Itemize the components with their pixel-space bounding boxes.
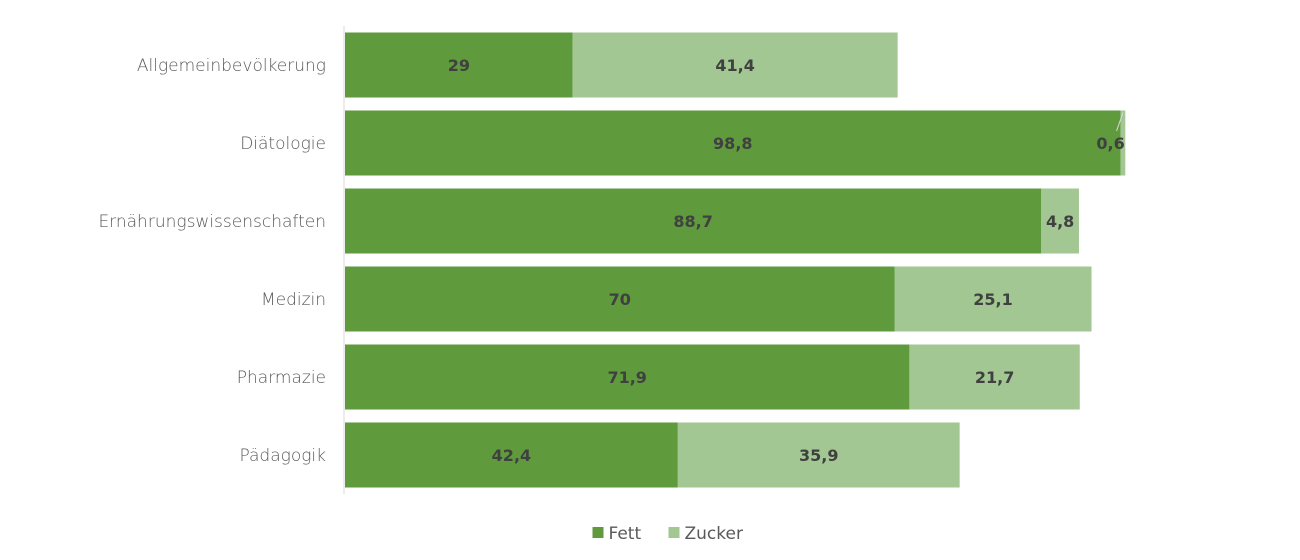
bar-fett <box>345 266 895 332</box>
data-label-zucker: 25,1 <box>973 290 1012 309</box>
bar-fett <box>345 110 1121 176</box>
bar-fett <box>345 344 910 410</box>
data-label-fett: 70 <box>609 290 631 309</box>
data-label-zucker: 4,8 <box>1046 212 1074 231</box>
data-label-fett: 98,8 <box>713 134 752 153</box>
data-label-fett: 29 <box>448 56 470 75</box>
bar-zucker <box>572 32 898 98</box>
category-label: Pädagogik <box>240 446 327 466</box>
legend-swatch-fett <box>592 527 604 538</box>
bar-fett <box>345 32 573 98</box>
data-label-fett: 71,9 <box>607 368 646 387</box>
bar-zucker <box>1041 188 1079 254</box>
category-label: Pharmazie <box>237 368 326 388</box>
labels-layer: Allgemeinbevölkerung 29 41,4 Diätologie 98,8… <box>98 56 1124 466</box>
bar-fett <box>345 422 678 488</box>
data-label-zucker: 35,9 <box>799 446 838 465</box>
data-label-fett: 42,4 <box>492 446 531 465</box>
bar-zucker <box>1120 110 1126 176</box>
data-label-fett: 88,7 <box>673 212 712 231</box>
bar-zucker <box>677 422 960 488</box>
category-label: Allgemeinbevölkerung <box>137 56 326 76</box>
category-label: Ernährungswissenschaften <box>98 212 326 232</box>
bar-zucker <box>894 266 1092 332</box>
legend-label-zucker: Zucker <box>685 524 743 544</box>
legend-swatch-zucker <box>668 527 680 538</box>
leader-line <box>1116 112 1124 132</box>
bar-fett <box>345 188 1042 254</box>
bar-zucker <box>909 344 1080 410</box>
category-label: Diätologie <box>240 134 326 154</box>
legend-label-fett: Fett <box>609 524 642 544</box>
legend: Fett Zucker <box>592 524 743 544</box>
data-label-zucker: 21,7 <box>975 368 1014 387</box>
data-label-zucker: 41,4 <box>715 56 754 75</box>
bars-layer <box>345 32 1126 488</box>
data-label-zucker: 0,6 <box>1096 134 1124 153</box>
category-label: Medizin <box>261 290 326 310</box>
